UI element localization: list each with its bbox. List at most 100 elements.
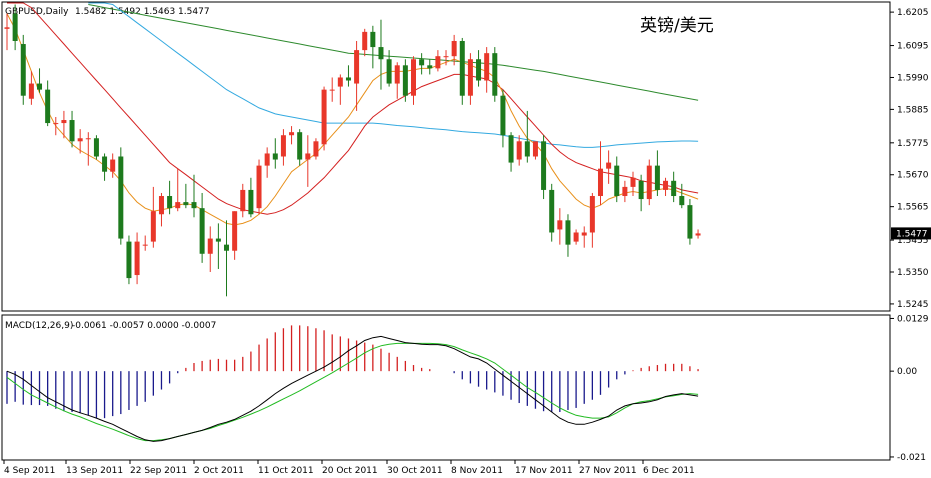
candle-body-down xyxy=(272,153,278,160)
candle-body-down xyxy=(508,135,514,163)
x-tick-label: 6 Dec 2011 xyxy=(643,466,695,476)
candle-body-up xyxy=(150,211,156,242)
price-tick-label: 1.5885 xyxy=(897,105,929,115)
candle-body-up xyxy=(53,123,59,125)
candle-body-up xyxy=(280,135,286,157)
x-tick-label: 20 Oct 2011 xyxy=(322,466,378,476)
candle-body-up xyxy=(663,180,669,190)
candle-body-up xyxy=(313,141,319,157)
candle-body-up xyxy=(175,202,181,209)
candle-body-up xyxy=(581,232,587,236)
x-tick-label: 11 Oct 2011 xyxy=(258,466,314,476)
candle-body-down xyxy=(402,65,408,96)
ma-mid-red-line xyxy=(7,2,699,215)
candle-body-up xyxy=(207,238,213,254)
candle-body-down xyxy=(93,138,99,157)
x-tick-label: 8 Nov 2011 xyxy=(451,466,503,476)
x-tick-label: 2 Oct 2011 xyxy=(194,466,244,476)
candle-body-down xyxy=(459,40,465,96)
symbol-label: GBPUSD,Daily xyxy=(5,7,69,17)
candle-body-up xyxy=(606,162,612,169)
price-tick-label: 1.5670 xyxy=(897,171,929,181)
x-tick-label: 27 Nov 2011 xyxy=(579,466,637,476)
x-tick-label: 4 Sep 2011 xyxy=(4,466,55,476)
candle-body-up xyxy=(289,132,295,136)
candle-body-down xyxy=(183,202,189,206)
price-tick-label: 1.6205 xyxy=(897,8,929,18)
price-tick-label: 1.5455 xyxy=(897,236,929,246)
candle-body-up xyxy=(573,232,579,242)
current-price-label: 1.5477 xyxy=(896,229,928,239)
candle-body-down xyxy=(638,180,644,200)
candle-body-up xyxy=(28,83,34,99)
candle-body-down xyxy=(199,208,205,254)
candle-body-up xyxy=(256,165,262,209)
candle-body-down xyxy=(248,189,254,215)
candle-body-up xyxy=(264,153,270,166)
candle-body-down xyxy=(118,156,124,239)
candle-body-up xyxy=(695,233,701,236)
signal-line xyxy=(6,342,699,442)
x-tick-label: 13 Sep 2011 xyxy=(66,466,123,476)
current-price-marker xyxy=(891,227,931,240)
candle-body-down xyxy=(476,59,482,81)
candle-body-up xyxy=(467,59,473,96)
ohlc-values: 1.5482 1.5492 1.5463 1.5477 xyxy=(75,7,210,17)
candle-body-down xyxy=(671,180,677,197)
price-tick-label: 1.5245 xyxy=(897,300,929,310)
candle-body-up xyxy=(451,40,457,57)
candle-body-down xyxy=(524,141,530,157)
candle-body-up xyxy=(411,59,416,96)
candle-body-down xyxy=(687,205,693,239)
ma-slow-green-line xyxy=(88,4,699,101)
candle-body-up xyxy=(484,53,490,81)
candle-body-up xyxy=(362,31,368,51)
price-tick-label: 1.5350 xyxy=(897,268,929,278)
x-tick-label: 22 Sep 2011 xyxy=(130,466,187,476)
price-tick-label: 1.5565 xyxy=(897,203,929,213)
x-tick-label: 17 Nov 2011 xyxy=(515,466,573,476)
candle-body-down xyxy=(215,238,221,242)
candle-body-up xyxy=(435,56,441,69)
x-tick-label: 30 Oct 2011 xyxy=(387,466,443,476)
candle-body-up xyxy=(557,220,563,230)
candle-body-down xyxy=(12,13,18,41)
candle-body-up xyxy=(443,56,449,58)
candle-body-up xyxy=(622,186,628,197)
candle-body-up xyxy=(532,141,538,157)
candle-body-up xyxy=(85,138,91,140)
candle-body-up xyxy=(630,177,636,187)
candle-body-up xyxy=(646,165,652,200)
candle-body-up xyxy=(110,159,116,172)
candle-body-down xyxy=(492,53,498,96)
candle-body-up xyxy=(516,141,522,160)
candle-body-up xyxy=(61,120,67,124)
candle-body-down xyxy=(427,65,433,69)
candle-body-down xyxy=(191,202,197,209)
candle-body-down xyxy=(20,44,26,96)
candle-body-down xyxy=(370,31,376,48)
candle-body-up xyxy=(354,50,360,84)
candle-body-down xyxy=(549,189,555,233)
candle-body-down xyxy=(167,196,173,209)
candle-body-up xyxy=(4,27,10,29)
candle-body-up xyxy=(305,153,311,160)
candle-body-down xyxy=(500,95,506,136)
candle-body-up xyxy=(142,244,148,246)
price-tick-label: 1.5775 xyxy=(897,139,929,149)
candle-body-down xyxy=(614,165,620,197)
candle-body-down xyxy=(224,244,230,251)
chart-title: 英镑/美元 xyxy=(640,16,714,36)
candle-body-down xyxy=(69,120,75,142)
candle-body-up xyxy=(394,65,400,84)
candle-body-down xyxy=(386,59,392,84)
candle-body-up xyxy=(329,89,335,91)
candle-body-down xyxy=(654,165,660,190)
candle-body-up xyxy=(337,77,343,87)
macd-values: -0.0061 -0.0057 0.0000 -0.0007 xyxy=(72,321,216,331)
candle-body-down xyxy=(378,47,384,60)
candle-body-up xyxy=(77,138,83,142)
candle-body-down xyxy=(541,141,547,190)
